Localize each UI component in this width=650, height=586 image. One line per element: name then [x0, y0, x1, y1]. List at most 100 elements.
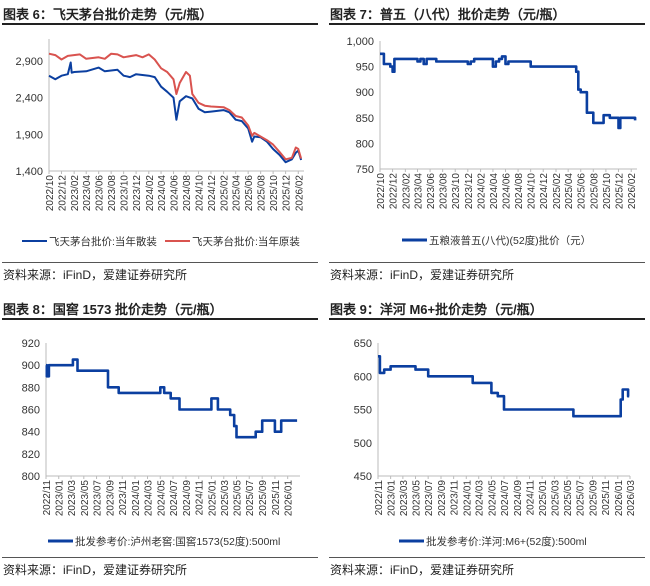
y-tick-label: 2,900	[15, 56, 43, 68]
x-tick-label: 2024/11	[195, 480, 206, 516]
source-note: 资料来源：iFinD，爱建证券研究所	[3, 268, 188, 282]
title-divider	[329, 23, 645, 25]
x-tick-label: 2023/01	[55, 480, 66, 517]
x-tick-label: 2023/06	[95, 175, 106, 212]
y-tick-label: 550	[354, 405, 372, 417]
x-tick-label: 2023/03	[67, 480, 78, 517]
x-tick-label: 2024/06	[170, 175, 181, 212]
x-tick-label: 2023/10	[120, 175, 131, 212]
x-tick-label: 2023/08	[439, 173, 450, 210]
y-tick-label: 1,000	[346, 36, 374, 48]
x-tick-label: 2023/12	[132, 175, 143, 212]
source-divider	[329, 262, 645, 263]
y-tick-label: 1,400	[15, 166, 43, 178]
x-tick-label: 2024/09	[182, 480, 193, 517]
source-note: 资料来源：iFinD，爱建证券研究所	[3, 563, 188, 577]
y-tick-label: 600	[354, 371, 372, 383]
legend-label: 五粮液普五(八代)(52度)批价（元）	[429, 234, 591, 247]
series-line	[378, 355, 630, 418]
x-tick-label: 2023/04	[82, 175, 93, 212]
x-tick-label: 2023/11	[118, 480, 129, 516]
x-tick-label: 2025/03	[220, 480, 231, 517]
x-tick-label: 2024/05	[487, 480, 498, 517]
y-tick-label: 850	[356, 113, 374, 125]
x-tick-label: 2022/12	[389, 173, 400, 210]
y-tick-label: 860	[22, 405, 40, 417]
x-tick-label: 2024/02	[145, 175, 156, 212]
x-tick-label: 2025/08	[257, 175, 268, 212]
x-tick-label: 2025/03	[550, 480, 561, 517]
x-tick-label: 2023/12	[464, 173, 475, 210]
x-tick-label: 2023/11	[450, 480, 461, 516]
chart-title: 图表 6：飞天茅台批价走势（元/瓶）	[3, 7, 213, 22]
y-tick-label: 900	[356, 87, 374, 99]
x-tick-label: 2022/11	[374, 480, 385, 516]
x-tick-label: 2023/01	[387, 480, 398, 517]
x-tick-label: 2025/09	[258, 480, 269, 517]
title-divider	[329, 318, 645, 320]
x-tick-label: 2024/01	[131, 480, 142, 517]
x-tick-label: 2024/05	[156, 480, 167, 517]
y-tick-label: 450	[354, 471, 372, 483]
x-tick-label: 2025/07	[576, 480, 587, 517]
x-tick-label: 2024/10	[527, 173, 538, 210]
x-tick-label: 2023/02	[70, 175, 81, 212]
x-tick-label: 2025/12	[614, 173, 625, 210]
legend-label: 飞天茅台批价:当年散装	[49, 235, 157, 248]
legend-label: 批发参考价:泸州老窖:国窖1573(52度):500ml	[75, 535, 280, 548]
x-tick-label: 2024/03	[475, 480, 486, 517]
x-tick-label: 2026/02	[627, 173, 638, 210]
x-tick-label: 2025/06	[244, 175, 255, 212]
x-tick-label: 2023/07	[424, 480, 435, 517]
y-tick-label: 800	[22, 471, 40, 483]
x-tick-label: 2025/06	[577, 173, 588, 210]
series-line	[45, 358, 298, 439]
x-tick-label: 2022/10	[45, 175, 56, 212]
chart-title: 图表 9：洋河 M6+批价走势（元/瓶）	[330, 302, 543, 317]
y-tick-label: 1,900	[15, 129, 43, 141]
x-tick-label: 2026/02	[294, 175, 305, 212]
source-divider	[329, 557, 645, 558]
x-tick-label: 2024/04	[489, 173, 500, 210]
x-tick-label: 2025/07	[245, 480, 256, 517]
x-tick-label: 2023/07	[93, 480, 104, 517]
x-tick-label: 2026/03	[626, 480, 637, 517]
x-tick-label: 2023/02	[401, 173, 412, 210]
x-tick-label: 2023/03	[399, 480, 410, 517]
chart-title: 图表 7：普五（八代）批价走势（元/瓶）	[330, 7, 566, 22]
x-tick-label: 2024/03	[144, 480, 155, 517]
title-divider	[2, 23, 318, 25]
title-divider	[2, 318, 318, 320]
x-tick-label: 2022/11	[42, 480, 53, 516]
chart-panel-wuliangye: 图表 7：普五（八代）批价走势（元/瓶） 750 800 850 900 950 1,00…	[327, 0, 645, 291]
y-tick-label: 820	[22, 449, 40, 461]
x-tick-label: 2023/05	[80, 480, 91, 517]
y-tick-label: 920	[22, 338, 40, 350]
x-tick-label: 2024/07	[500, 480, 511, 517]
x-tick-label: 2025/10	[269, 175, 280, 212]
series-line	[48, 61, 303, 164]
x-tick-label: 2025/11	[271, 480, 282, 516]
source-note: 资料来源：iFinD，爱建证券研究所	[330, 563, 515, 577]
y-tick-label: 840	[22, 427, 40, 439]
x-tick-label: 2025/12	[282, 175, 293, 212]
legend-label: 飞天茅台批价:当年原装	[192, 235, 300, 248]
x-tick-label: 2024/11	[525, 480, 536, 516]
x-tick-label: 2024/09	[513, 480, 524, 517]
x-tick-label: 2025/08	[589, 173, 600, 210]
y-tick-label: 2,400	[15, 93, 43, 105]
x-tick-label: 2023/09	[437, 480, 448, 517]
x-tick-label: 2025/11	[601, 480, 612, 516]
x-tick-label: 2024/08	[182, 175, 193, 212]
x-tick-label: 2024/12	[539, 173, 550, 210]
y-tick-label: 500	[354, 438, 372, 450]
source-divider	[2, 262, 318, 263]
x-tick-label: 2023/04	[414, 173, 425, 210]
x-tick-label: 2026/01	[284, 480, 295, 517]
x-tick-label: 2025/04	[564, 173, 575, 210]
